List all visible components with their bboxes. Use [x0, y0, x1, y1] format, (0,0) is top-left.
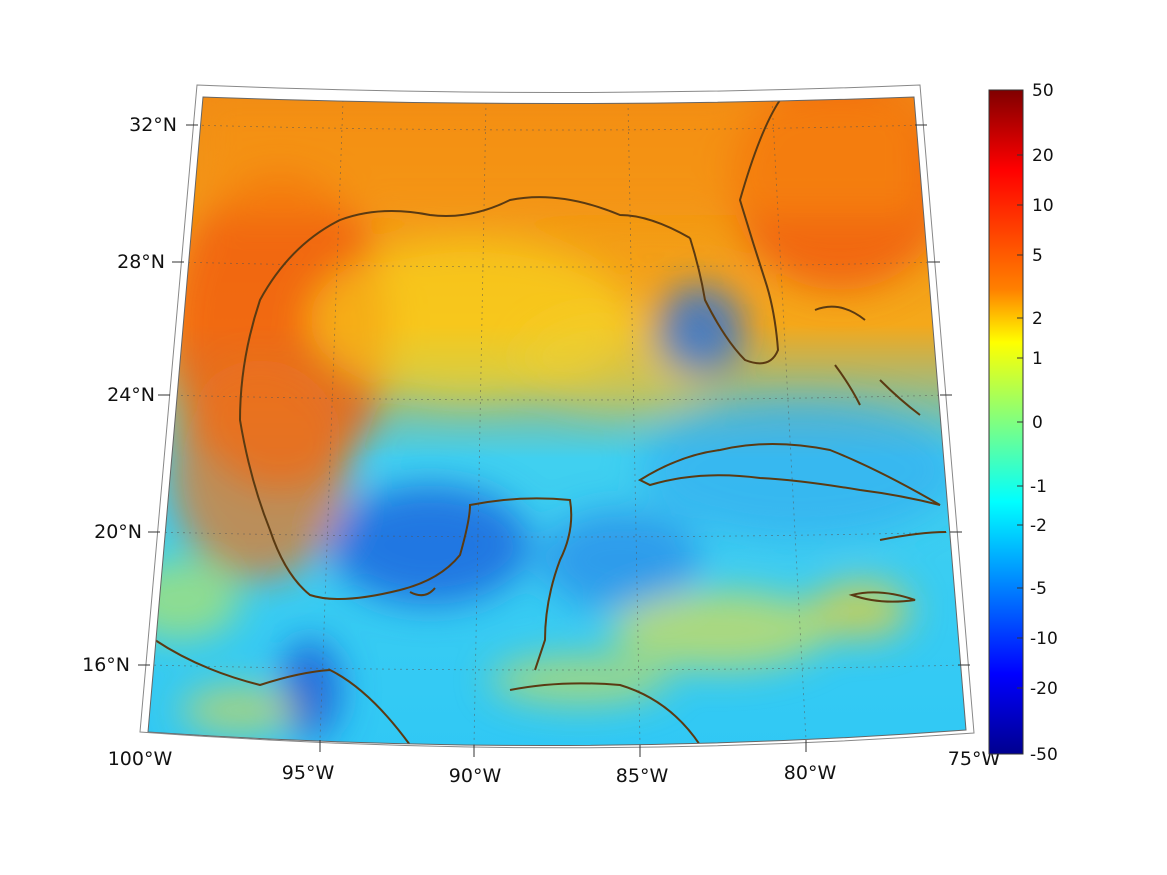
- map-frame: [147, 96, 967, 747]
- graticule-lines: [148, 99, 966, 746]
- lon-label-95: 95°W: [282, 762, 335, 784]
- colorbar-tick-10: 10: [1032, 196, 1054, 216]
- colorbar-tick-5: 5: [1032, 246, 1043, 266]
- colorbar-tick-neg10: -10: [1030, 629, 1058, 649]
- colorbar-tick-neg20: -20: [1030, 679, 1058, 699]
- colorbar-tick-neg1: -1: [1030, 477, 1047, 497]
- lon-label-85: 85°W: [616, 765, 669, 787]
- lon-label-100: 100°W: [108, 748, 173, 770]
- lon-labels: 100°W 95°W 90°W 85°W 80°W 75°W: [108, 748, 1001, 787]
- colorbar-tick-20: 20: [1032, 146, 1054, 166]
- lat-labels: 32°N 28°N 24°N 20°N 16°N: [82, 114, 177, 676]
- colorbar: 50 20 10 5 2 1 0 -1 -2 -5 -10 -20 -50: [988, 81, 1058, 765]
- colorbar-tick-0: 0: [1032, 413, 1043, 433]
- colorbar-tick-1: 1: [1032, 349, 1043, 369]
- lat-label-20: 20°N: [94, 521, 142, 543]
- lon-label-90: 90°W: [449, 765, 502, 787]
- lat-label-24: 24°N: [107, 384, 155, 406]
- frame-ticks: [138, 124, 970, 757]
- lat-label-28: 28°N: [117, 251, 165, 273]
- coastline-layer: [154, 99, 947, 746]
- lat-label-16: 16°N: [82, 654, 130, 676]
- colorbar-tick-neg2: -2: [1030, 516, 1047, 536]
- map-data-field: [148, 97, 966, 746]
- colorbar-tick-neg5: -5: [1030, 579, 1047, 599]
- map-frame-outer: [139, 84, 975, 749]
- colorbar-tick-2: 2: [1032, 309, 1043, 329]
- lat-label-32: 32°N: [129, 114, 177, 136]
- colorbar-tick-neg50: -50: [1030, 745, 1058, 765]
- colorbar-tick-50: 50: [1032, 81, 1054, 101]
- lon-label-75: 75°W: [948, 748, 1001, 770]
- lon-label-80: 80°W: [784, 762, 837, 784]
